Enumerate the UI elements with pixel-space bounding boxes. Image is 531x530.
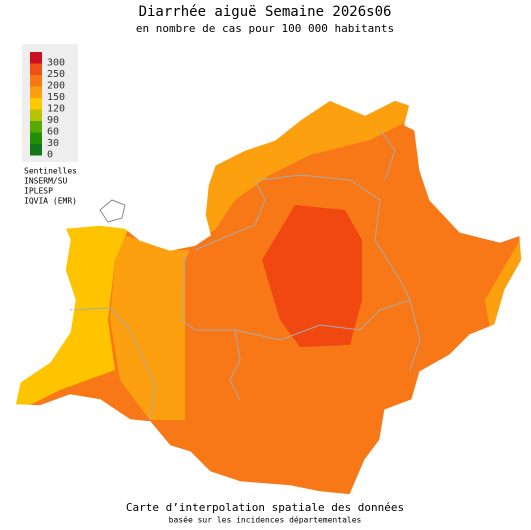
- footer-title: Carte d’interpolation spatiale des donné…: [126, 501, 404, 514]
- legend-label: 60: [47, 127, 59, 138]
- legend-label: 200: [47, 81, 65, 92]
- legend-label: 300: [47, 58, 65, 69]
- department-borders: [69, 129, 421, 421]
- legend-swatch: [30, 132, 42, 144]
- border: [379, 129, 396, 181]
- legend-label: 150: [47, 92, 65, 103]
- legend-swatch: [30, 121, 42, 133]
- zone-250: [262, 205, 362, 347]
- source-label: IQVIA (EMR): [24, 197, 77, 206]
- border: [234, 299, 421, 371]
- legend-swatch: [30, 63, 42, 75]
- legend-label: 0: [47, 150, 53, 161]
- legend-swatch: [30, 98, 42, 110]
- map: [15, 100, 522, 495]
- legend-swatch: [30, 86, 42, 98]
- legend-swatch: [30, 109, 42, 121]
- enclave: [99, 199, 126, 223]
- legend-swatch: [30, 52, 42, 64]
- source-label: IPLESP: [24, 187, 53, 196]
- border: [259, 174, 411, 301]
- zone-150-west: [15, 200, 190, 420]
- footer-subtitle: basée sur les incidences départementales: [169, 515, 362, 525]
- border: [194, 179, 266, 251]
- source-label: INSERM/SU: [24, 177, 68, 186]
- legend-label: 90: [47, 115, 59, 126]
- region-outline: [14, 99, 523, 496]
- legend-swatch: [30, 75, 42, 87]
- legend-label: 250: [47, 69, 65, 80]
- legend-label: 30: [47, 138, 59, 149]
- source-label: Sentinelles: [24, 167, 77, 176]
- legend-label: 120: [47, 104, 65, 115]
- subtitle: en nombre de cas pour 100 000 habitants: [136, 22, 394, 35]
- title: Diarrhée aiguë Semaine 2026s06: [139, 4, 392, 20]
- border: [69, 307, 156, 421]
- legend-swatch: [30, 144, 42, 156]
